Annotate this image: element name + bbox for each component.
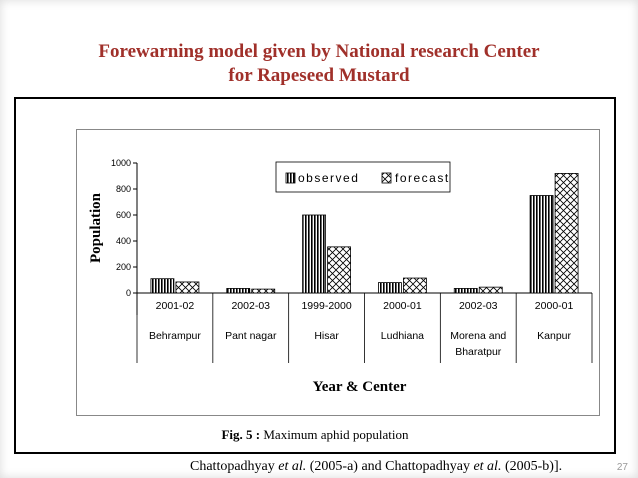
legend-label-observed: observed [298, 171, 359, 185]
y-tick-label: 400 [116, 236, 131, 246]
citation-part3: (2005-b)]. [501, 459, 563, 474]
x-center-label: Behrampur [149, 330, 201, 342]
x-center-label: Hisar [314, 330, 339, 342]
bar-chart: 0 200 400 600 800 1000 Population 2001-02 Behram… [88, 158, 593, 395]
x-category-label: 2002-03 [459, 300, 498, 312]
bar-forecast [478, 286, 503, 294]
citation-etal2: et al. [473, 459, 502, 474]
chart-box: 0 200 400 600 800 1000 Population 2001-02 Behram… [76, 129, 600, 416]
x-axis-label: Year & Center [313, 379, 407, 395]
bar-observed [226, 288, 251, 294]
figure-caption-text: Maximum aphid population [260, 427, 409, 442]
x-center-label: Pant nagar [225, 330, 277, 342]
x-category-label: 2000-01 [535, 300, 574, 312]
slide-title-line2: for Rapeseed Mustard [228, 65, 410, 86]
bar-forecast [403, 277, 427, 294]
citation-part2: (2005-a) and Chattopadhyay [306, 459, 474, 474]
figure-caption-prefix: Fig. 5 : [221, 427, 261, 442]
y-tick-label: 200 [116, 262, 131, 272]
y-tick-label: 800 [116, 184, 131, 194]
bar-observed [378, 282, 402, 294]
x-category-label: 2001-02 [156, 300, 195, 312]
bar-forecast [251, 288, 276, 294]
bar-observed [529, 195, 554, 294]
x-category-label: 1999-2000 [301, 300, 351, 312]
y-tick-label: 0 [126, 288, 131, 298]
figure-caption: Fig. 5 : Maximum aphid population [16, 427, 614, 443]
page-number: 27 [616, 462, 628, 473]
citation-part1: Chattopadhyay [190, 459, 279, 474]
citation-etal1: et al. [278, 459, 307, 474]
legend-box [275, 161, 451, 193]
y-tick-label: 600 [116, 210, 131, 220]
legend-label-forecast: forecast [395, 171, 450, 185]
x-category-label: 2000-01 [383, 300, 422, 312]
slide-title-line1: Forewarning model given by National rese… [98, 41, 540, 62]
citation: Chattopadhyay et al. (2005-a) and Chatto… [190, 459, 562, 475]
x-center-label: Bharatpur [455, 346, 502, 358]
figure-frame: 0 200 400 600 800 1000 Population 2001-02 Behram… [14, 97, 616, 454]
bar-forecast [175, 281, 200, 294]
slide-title: Forewarning model given by National rese… [20, 40, 618, 88]
x-center-label: Morena and [450, 330, 506, 342]
x-center-label: Ludhiana [381, 330, 424, 342]
bar-forecast [554, 173, 579, 294]
legend-swatch-forecast [381, 172, 392, 184]
y-axis-label: Population [88, 192, 104, 263]
legend-swatch-observed [285, 172, 296, 184]
y-tick-label: 1000 [111, 158, 131, 168]
x-center-label: Kanpur [537, 330, 571, 342]
x-category-label: 2002-03 [231, 300, 270, 312]
bar-observed [453, 288, 478, 294]
bar-forecast [327, 246, 351, 294]
bar-observed [302, 214, 326, 294]
bar-observed [150, 278, 175, 294]
